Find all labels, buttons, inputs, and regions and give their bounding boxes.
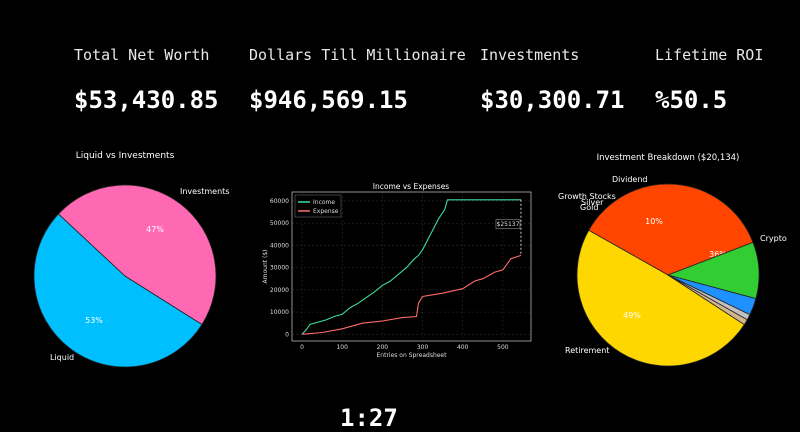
stat-label-net-worth: Total Net Worth bbox=[74, 46, 210, 64]
pie-label-investments: Investments bbox=[180, 187, 229, 196]
x-tick-label: 400 bbox=[457, 344, 469, 351]
pie-pct-liquid: 53% bbox=[85, 316, 103, 325]
stat-label-roi: Lifetime ROI bbox=[655, 46, 764, 64]
pie-label-growth-stocks: Growth Stocks bbox=[558, 192, 616, 201]
pie-label-liquid: Liquid bbox=[50, 353, 74, 362]
pie-pct-retirement: 49% bbox=[623, 311, 641, 320]
investment-pie-title: Investment Breakdown ($20,134) bbox=[597, 153, 740, 163]
legend-label-income: Income bbox=[313, 199, 335, 206]
stat-value-investments: $30,300.71 bbox=[480, 86, 625, 114]
y-tick-label: 60000 bbox=[270, 198, 289, 205]
stat-label-millionaire: Dollars Till Millionaire bbox=[249, 46, 466, 64]
x-tick-label: 300 bbox=[417, 344, 429, 351]
series-line-expense bbox=[301, 254, 522, 335]
pie-pct-dividend: 10% bbox=[645, 217, 663, 226]
liquid-investments-pie: Liquid 53% Investments 47% bbox=[33, 184, 229, 368]
x-tick-label: 500 bbox=[497, 344, 509, 351]
liquid-pie-title: Liquid vs Investments bbox=[76, 151, 175, 161]
pie-label-dividend: Dividend bbox=[612, 175, 648, 184]
income-expense-title: Income vs Expenses bbox=[373, 182, 450, 191]
gap-annotation: $25137 bbox=[497, 221, 520, 228]
pie-label-gold: Gold bbox=[580, 203, 598, 212]
series-line-income bbox=[301, 199, 521, 335]
x-tick-label: 200 bbox=[377, 344, 389, 351]
stat-value-millionaire: $946,569.15 bbox=[249, 86, 408, 114]
pie-slice-dividend bbox=[666, 241, 760, 300]
income-expense-line-chart: 0 10000 20000 30000 40000 50000 60000 0 100 200 30… bbox=[262, 191, 532, 359]
pie-slice-investments bbox=[57, 184, 217, 326]
pie-label-crypto: Crypto bbox=[760, 234, 787, 243]
stat-value-net-worth: $53,430.85 bbox=[74, 86, 219, 114]
y-tick-label: 0 bbox=[285, 331, 289, 338]
plot-frame bbox=[291, 191, 532, 342]
x-tick-label: 0 bbox=[300, 344, 304, 351]
x-axis-label: Entries on Spreadsheet bbox=[377, 352, 448, 359]
y-tick-label: 50000 bbox=[270, 220, 289, 227]
pie-slice-crypto bbox=[588, 183, 754, 276]
y-tick-label: 10000 bbox=[270, 309, 289, 316]
pie-label-retirement: Retirement bbox=[565, 346, 609, 355]
y-tick-label: 30000 bbox=[270, 265, 289, 272]
pie-label-silver: Silver bbox=[581, 198, 604, 207]
pie-slice-liquid bbox=[33, 213, 203, 368]
pie-slice-retirement bbox=[576, 229, 745, 367]
y-tick-label: 20000 bbox=[270, 287, 289, 294]
chart-legend: Income Expense bbox=[294, 194, 342, 218]
y-tick-label: 40000 bbox=[270, 242, 289, 249]
x-tick-label: 100 bbox=[336, 344, 348, 351]
pie-pct-investments: 47% bbox=[146, 225, 164, 234]
legend-label-expense: Expense bbox=[313, 208, 339, 215]
charts-canvas: Liquid vs Investments Liquid 53% Investmen… bbox=[33, 151, 787, 368]
stat-value-roi: %50.5 bbox=[655, 86, 728, 114]
footer-clock-text: 1:27 bbox=[340, 404, 398, 432]
y-axis-label: Amount ($) bbox=[262, 250, 269, 284]
pie-pct-crypto: 36% bbox=[709, 250, 727, 259]
stat-label-investments: Investments bbox=[480, 46, 580, 64]
gap-annotation-box bbox=[495, 219, 521, 229]
